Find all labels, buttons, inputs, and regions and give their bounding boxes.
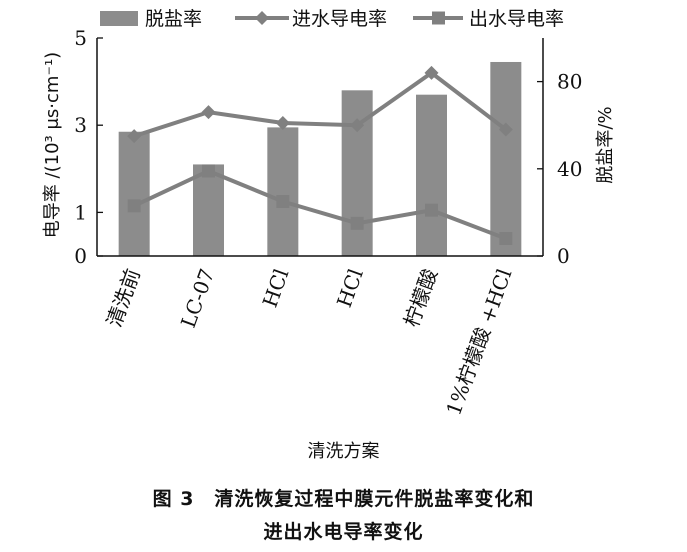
diamond-marker [275, 116, 290, 131]
legend: 脱盐率 进水导电率 出水导电率 [100, 8, 564, 30]
right-tick-label: 40 [557, 157, 582, 181]
right-tick-label: 0 [557, 244, 570, 268]
axes [96, 37, 544, 257]
square-marker [425, 203, 438, 217]
legend-inlet-label: 进水导电率 [292, 8, 387, 30]
category-label: HCl [258, 266, 294, 311]
square-marker [350, 216, 364, 230]
diamond-marker [350, 118, 365, 133]
right-axis-label: 脱盐率/% [595, 106, 616, 183]
bar [267, 127, 299, 256]
category-label: HCl [332, 266, 368, 311]
outlet-conductivity-line [133, 168, 507, 241]
line-series [127, 65, 513, 246]
category-label: 柠檬酸 [399, 266, 442, 331]
right-tick-label: 80 [557, 70, 582, 94]
legend-square-marker [432, 11, 445, 25]
bar-series [118, 61, 522, 257]
category-label: LC-07 [176, 266, 219, 331]
category-label: 清洗前 [102, 266, 145, 331]
legend-bar-swatch [100, 11, 138, 26]
inlet-conductivity-line [133, 70, 508, 139]
diamond-marker [127, 129, 142, 144]
category-label: 1%柠檬酸 +HCl [441, 266, 516, 419]
square-marker [499, 232, 513, 246]
diamond-marker [498, 122, 513, 137]
left-tick-label: 0 [74, 244, 87, 268]
left-tick-label: 1 [74, 200, 87, 224]
legend-outlet-label: 出水导电率 [469, 8, 564, 30]
bar [490, 61, 522, 257]
square-marker [127, 199, 141, 213]
left-tick-label: 3 [74, 113, 87, 137]
diamond-marker [424, 65, 439, 80]
legend-diamond-marker [255, 11, 269, 25]
left-tick-label: 5 [74, 26, 87, 50]
square-marker [276, 195, 290, 208]
legend-bar-label: 脱盐率 [145, 8, 202, 30]
bar [193, 164, 224, 256]
bar [118, 131, 150, 256]
figure-caption-line2: 进出水电导率变化 [263, 521, 424, 543]
bar [416, 94, 447, 257]
square-marker [202, 164, 215, 178]
diamond-marker [201, 105, 216, 120]
figure-caption-line1: 图 3 清洗恢复过程中膜元件脱盐率变化和 [152, 488, 535, 510]
left-axis-label: 电导率 /(10³ μs·cm⁻¹) [42, 52, 63, 238]
x-axis-label: 清洗方案 [307, 441, 380, 462]
